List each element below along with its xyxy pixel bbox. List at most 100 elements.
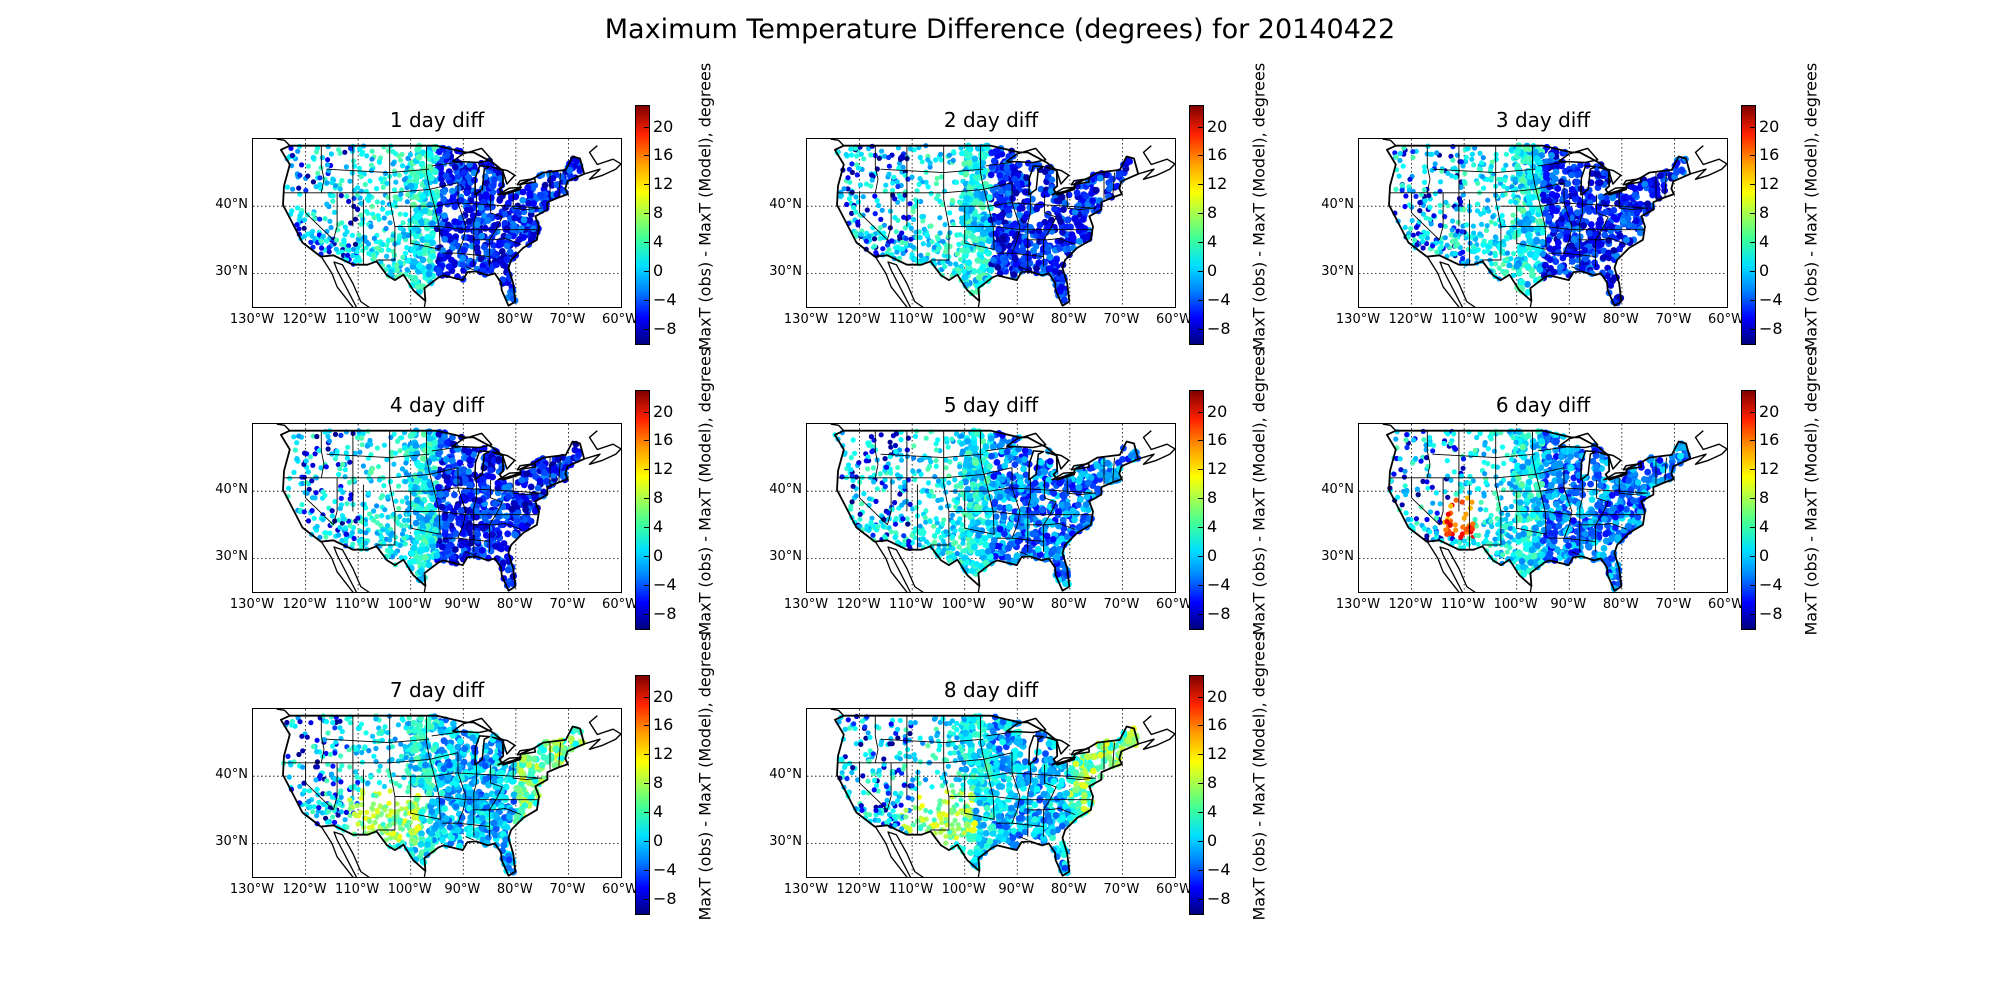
- station-dot: [1399, 182, 1405, 188]
- station-dot: [385, 494, 391, 500]
- figure-title: Maximum Temperature Difference (degrees)…: [604, 14, 1396, 45]
- station-dot: [871, 243, 878, 249]
- station-dot: [967, 205, 975, 212]
- station-dot: [380, 184, 386, 190]
- station-dot: [934, 175, 940, 181]
- station-dot: [285, 485, 292, 491]
- station-dot: [425, 270, 433, 278]
- station-dot: [1587, 221, 1595, 228]
- station-dot: [344, 501, 350, 507]
- station-dot: [1042, 229, 1050, 236]
- station-dot: [435, 207, 443, 214]
- colorbar-tickmark: [644, 527, 649, 529]
- station-dot: [935, 246, 942, 252]
- station-dot: [961, 202, 969, 209]
- station-dot: [903, 235, 909, 242]
- station-dot: [1527, 250, 1534, 258]
- station-dot: [1408, 225, 1414, 232]
- map-panel: 1 day diff 40°N 30°N 130°W 120°W 110°W 100°W 90…: [212, 63, 732, 358]
- state-boundary: [1571, 266, 1580, 271]
- station-dot: [320, 233, 326, 239]
- station-dot: [1402, 224, 1408, 231]
- station-dot: [411, 274, 419, 282]
- station-dot: [1502, 177, 1508, 183]
- station-dot: [503, 225, 511, 232]
- station-dot: [366, 241, 372, 247]
- station-dot: [845, 175, 851, 181]
- station-dot: [881, 222, 887, 228]
- station-dot: [992, 230, 1000, 237]
- station-dot: [371, 235, 377, 241]
- station-dot: [848, 503, 854, 509]
- station-dot: [471, 546, 478, 554]
- station-dot: [1057, 218, 1064, 225]
- station-dot: [893, 245, 899, 251]
- state-boundary: [964, 229, 994, 250]
- station-dot: [325, 446, 331, 452]
- station-dot: [362, 235, 368, 241]
- station-dot: [350, 252, 356, 259]
- longitude-label: 60°W: [1708, 312, 1744, 327]
- station-dot: [1011, 220, 1019, 228]
- station-dot: [403, 522, 409, 528]
- colorbar-tickmark: [1750, 213, 1755, 215]
- station-dot: [1472, 145, 1478, 151]
- station-dot: [1075, 202, 1082, 209]
- station-dot: [445, 263, 453, 270]
- station-dot: [956, 241, 962, 247]
- station-dot: [966, 151, 973, 159]
- station-dot: [433, 154, 440, 162]
- station-dot: [325, 157, 331, 163]
- state-boundary: [1011, 182, 1021, 254]
- station-dot: [467, 492, 474, 499]
- station-dot: [388, 434, 394, 440]
- map-frame: [252, 423, 622, 593]
- great-lake-outline: [452, 432, 493, 449]
- station-dot: [979, 230, 987, 238]
- station-dot: [426, 428, 433, 436]
- station-dot: [336, 532, 342, 538]
- colorbar-tickmark: [644, 555, 649, 557]
- station-dot: [305, 231, 311, 237]
- station-dot: [1539, 228, 1547, 236]
- station-dot: [324, 201, 330, 207]
- station-dot: [951, 270, 957, 276]
- station-dot: [1499, 213, 1505, 219]
- longitude-label: 80°W: [496, 597, 533, 612]
- station-dot: [918, 198, 924, 205]
- station-dot: [385, 247, 392, 253]
- station-dot: [443, 439, 451, 446]
- state-boundary: [320, 145, 325, 193]
- station-dot: [1660, 182, 1668, 190]
- station-dot: [531, 473, 539, 480]
- colorbar-tick-label: −8: [653, 318, 677, 338]
- station-dot: [1533, 188, 1541, 196]
- station-dot: [389, 237, 395, 243]
- station-dot: [1507, 262, 1513, 268]
- us-map: [1359, 139, 1727, 307]
- station-dot: [322, 216, 328, 222]
- station-dot: [457, 196, 465, 204]
- station-dot: [380, 241, 386, 248]
- station-dot: [424, 233, 431, 241]
- state-boundary: [1500, 225, 1644, 231]
- station-dot: [429, 253, 437, 260]
- station-dot: [1554, 185, 1562, 192]
- canada-coastline: [584, 430, 621, 465]
- mexico-border: [874, 254, 942, 276]
- station-dot: [354, 192, 360, 198]
- station-dot: [1080, 216, 1087, 223]
- station-dot: [1608, 223, 1615, 230]
- colorbar-tick-label: 8: [653, 203, 664, 223]
- station-dot: [995, 213, 1003, 221]
- colorbar-tick-label: 8: [1207, 203, 1218, 223]
- longitude-label: 60°W: [602, 597, 638, 612]
- station-dot: [1568, 249, 1576, 257]
- station-dot: [415, 212, 423, 220]
- station-dot: [521, 516, 529, 524]
- station-dot: [898, 437, 904, 443]
- state-boundary: [948, 202, 1097, 209]
- longitude-label: 130°W: [1335, 312, 1381, 327]
- station-dot: [377, 155, 384, 161]
- station-dot: [886, 171, 892, 177]
